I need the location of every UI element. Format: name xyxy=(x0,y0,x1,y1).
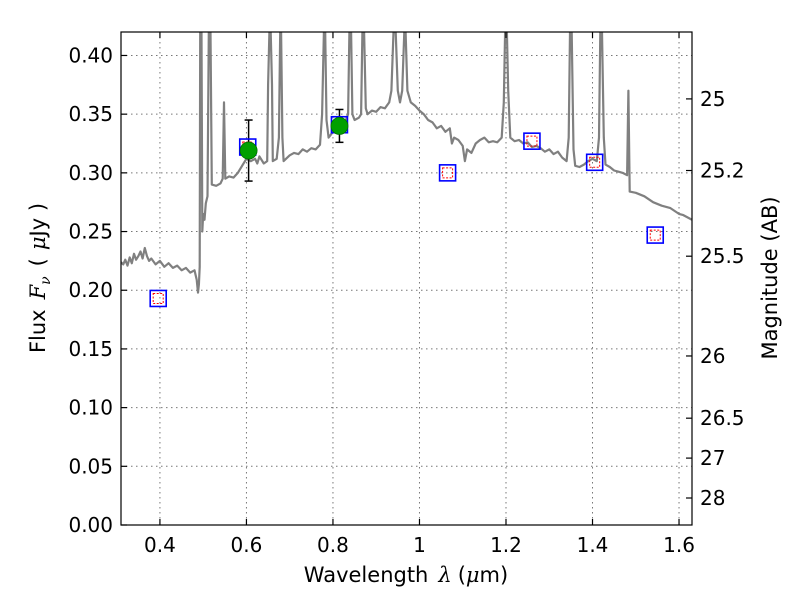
x-tick-label: 1.4 xyxy=(577,533,609,557)
x-tick-label: 0.8 xyxy=(317,533,349,557)
right-axis-tick-label: 26 xyxy=(700,344,725,368)
observed-photometry-point xyxy=(239,141,258,160)
model-photometry-square xyxy=(149,289,168,308)
x-axis-title: Wavelength λ (μm) xyxy=(304,563,508,587)
right-axis-tick-label: 25.5 xyxy=(700,244,745,268)
y-tick-label: 0.40 xyxy=(68,43,113,67)
observed-photometry-point xyxy=(330,117,349,135)
model-photometry-inner-square xyxy=(526,135,538,147)
model-photometry-square xyxy=(523,132,541,150)
y-tick-label: 0.05 xyxy=(68,454,113,478)
grid xyxy=(121,32,692,526)
y-tick-label: 0.25 xyxy=(68,220,113,244)
model-photometry-inner-square xyxy=(589,156,601,168)
x-tick-label: 0.6 xyxy=(231,533,263,557)
model-photometry-inner-square xyxy=(152,292,164,304)
x-tick-label: 1 xyxy=(413,533,426,557)
ticks xyxy=(121,32,692,526)
model-photometry-inner-square xyxy=(649,229,661,241)
model-photometry-inner-square xyxy=(442,167,454,179)
y-axis-title-right: Magnitude (AB) xyxy=(758,196,782,359)
right-axis-tick-label: 26.5 xyxy=(700,406,745,430)
right-axis-tick-label: 25.2 xyxy=(700,159,745,183)
tick-labels: 0.4 0.6 0.8 1 1.2 1.4 1.6 0.00 0.05 0.10 0.15 0.20 0… xyxy=(68,43,744,557)
model-photometry-square xyxy=(438,164,457,182)
y-tick-label: 0.15 xyxy=(68,337,113,361)
y-tick-label: 0.20 xyxy=(68,278,113,302)
model-photometry-square xyxy=(585,153,604,172)
y-tick-label: 0.35 xyxy=(68,102,113,126)
y-tick-label: 0.10 xyxy=(68,396,113,420)
right-axis-tick-label: 27 xyxy=(700,446,725,470)
right-axis-tick-label: 28 xyxy=(700,486,725,510)
model-spectrum-line xyxy=(121,32,692,294)
y-axis-title-left: FluxFν(μJy ) xyxy=(26,203,54,353)
x-tick-label: 1.2 xyxy=(490,533,522,557)
y-tick-label: 0.30 xyxy=(68,161,113,185)
x-tick-label: 1.6 xyxy=(663,533,695,557)
plot-frame xyxy=(120,31,693,526)
y-tick-label: 0.00 xyxy=(68,513,113,537)
right-axis-tick-label: 25 xyxy=(700,87,725,111)
x-tick-label: 0.4 xyxy=(144,533,176,557)
markers-layer xyxy=(149,108,665,308)
model-photometry-square xyxy=(646,226,665,244)
spectrum-layer xyxy=(121,32,692,294)
